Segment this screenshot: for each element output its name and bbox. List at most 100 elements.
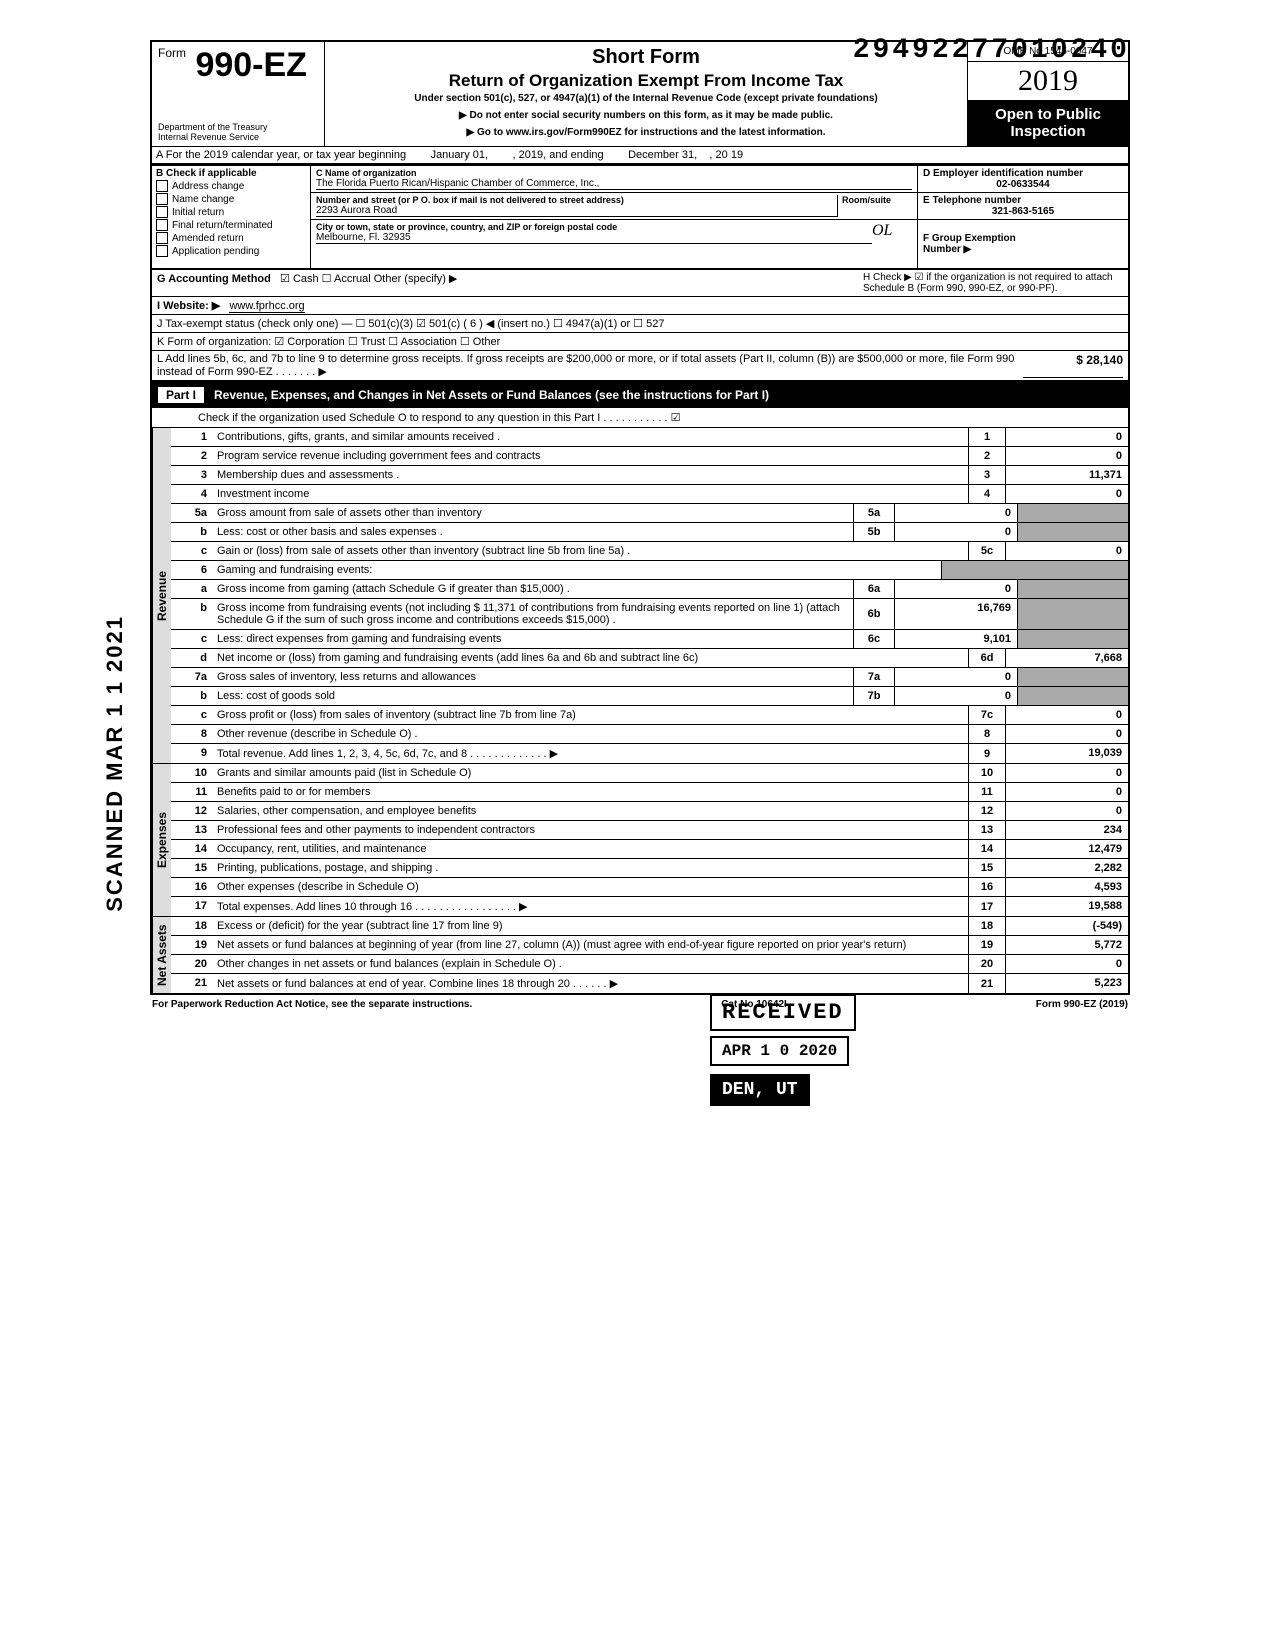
form-line-12: 12Salaries, other compensation, and empl… bbox=[171, 802, 1128, 821]
ein-value: 02-0633544 bbox=[923, 179, 1123, 190]
chk-address-change[interactable] bbox=[156, 180, 168, 192]
expenses-vlabel: Expenses bbox=[152, 764, 171, 916]
form-line-3: 3Membership dues and assessments .311,37… bbox=[171, 466, 1128, 485]
period-label: A For the 2019 calendar year, or tax yea… bbox=[156, 149, 406, 161]
form-line-1: 1Contributions, gifts, grants, and simil… bbox=[171, 428, 1128, 447]
k-form-org: K Form of organization: ☑ Corporation ☐ … bbox=[157, 335, 1123, 348]
lbl-name-change: Name change bbox=[172, 194, 234, 205]
form-line-6: 6Gaming and fundraising events: bbox=[171, 561, 1128, 580]
l-amount: $ 28,140 bbox=[1023, 353, 1123, 378]
form-line-b: bLess: cost or other basis and sales exp… bbox=[171, 523, 1128, 542]
form-line-17: 17Total expenses. Add lines 10 through 1… bbox=[171, 897, 1128, 916]
form-line-10: 10Grants and similar amounts paid (list … bbox=[171, 764, 1128, 783]
check-schedule-o: Check if the organization used Schedule … bbox=[194, 408, 1128, 427]
form-line-b: bGross income from fundraising events (n… bbox=[171, 599, 1128, 630]
form-line-16: 16Other expenses (describe in Schedule O… bbox=[171, 878, 1128, 897]
chk-final-return[interactable] bbox=[156, 219, 168, 231]
form-line-13: 13Professional fees and other payments t… bbox=[171, 821, 1128, 840]
part1-num: Part I bbox=[158, 387, 204, 403]
form-line-21: 21Net assets or fund balances at end of … bbox=[171, 974, 1128, 993]
form-line-c: cGain or (loss) from sale of assets othe… bbox=[171, 542, 1128, 561]
col-d-ein: D Employer identification number 02-0633… bbox=[918, 166, 1128, 268]
g-label: G Accounting Method bbox=[157, 273, 271, 285]
main-title: Return of Organization Exempt From Incom… bbox=[331, 71, 961, 91]
form-line-7a: 7aGross sales of inventory, less returns… bbox=[171, 668, 1128, 687]
stamps: RECEIVED APR 1 0 2020 DEN, UT bbox=[150, 994, 1130, 1064]
part1-title: Revenue, Expenses, and Changes in Net As… bbox=[214, 388, 769, 402]
ol-mark: OL bbox=[872, 222, 912, 244]
org-name: The Florida Puerto Rican/Hispanic Chambe… bbox=[316, 178, 912, 190]
city-label: City or town, state or province, country… bbox=[316, 222, 872, 232]
org-city: Melbourne, Fl. 32935 bbox=[316, 232, 872, 244]
form-line-c: cGross profit or (loss) from sales of in… bbox=[171, 706, 1128, 725]
chk-initial-return[interactable] bbox=[156, 206, 168, 218]
revenue-vlabel: Revenue bbox=[152, 428, 171, 763]
received-stamp: RECEIVED bbox=[710, 994, 856, 1031]
chk-amended[interactable] bbox=[156, 232, 168, 244]
chk-name-change[interactable] bbox=[156, 193, 168, 205]
form-line-b: bLess: cost of goods sold7b0 bbox=[171, 687, 1128, 706]
phone-label: E Telephone number bbox=[923, 195, 1123, 206]
form-line-9: 9Total revenue. Add lines 1, 2, 3, 4, 5c… bbox=[171, 744, 1128, 763]
room-label: Room/suite bbox=[842, 195, 912, 205]
org-addr: 2293 Aurora Road bbox=[316, 205, 837, 217]
col-b-checkboxes: B Check if applicable Address change Nam… bbox=[152, 166, 311, 268]
form-line-14: 14Occupancy, rent, utilities, and mainte… bbox=[171, 840, 1128, 859]
h-schedule-b: H Check ▶ ☑ if the organization is not r… bbox=[855, 272, 1123, 294]
form-line-d: dNet income or (loss) from gaming and fu… bbox=[171, 649, 1128, 668]
subtitle: Under section 501(c), 527, or 4947(a)(1)… bbox=[331, 93, 961, 104]
lbl-final-return: Final return/terminated bbox=[172, 220, 273, 231]
form-number-box: Form 990-EZ Department of the Treasury I… bbox=[152, 42, 325, 146]
group-label: F Group Exemption Number ▶ bbox=[923, 233, 1123, 255]
form-line-4: 4Investment income40 bbox=[171, 485, 1128, 504]
form-number: 990-EZ bbox=[195, 46, 307, 84]
part1-header: Part I Revenue, Expenses, and Changes in… bbox=[150, 382, 1130, 408]
form-line-2: 2Program service revenue including gover… bbox=[171, 447, 1128, 466]
note-ssn: ▶ Do not enter social security numbers o… bbox=[331, 110, 961, 121]
form-line-8: 8Other revenue (describe in Schedule O) … bbox=[171, 725, 1128, 744]
form-line-11: 11Benefits paid to or for members110 bbox=[171, 783, 1128, 802]
part1-body: Check if the organization used Schedule … bbox=[150, 408, 1130, 995]
lbl-app-pending: Application pending bbox=[172, 246, 259, 257]
calendar-year-row: A For the 2019 calendar year, or tax yea… bbox=[152, 147, 1128, 164]
period-end-month: December 31, bbox=[628, 149, 697, 161]
form-line-a: aGross income from gaming (attach Schedu… bbox=[171, 580, 1128, 599]
form-line-5a: 5aGross amount from sale of assets other… bbox=[171, 504, 1128, 523]
l-gross-receipts: L Add lines 5b, 6c, and 7b to line 9 to … bbox=[157, 353, 1023, 378]
form-line-15: 15Printing, publications, postage, and s… bbox=[171, 859, 1128, 878]
chk-app-pending[interactable] bbox=[156, 245, 168, 257]
form-990ez-page: 29492277010240 SCANNED MAR 1 1 2021 Form… bbox=[150, 40, 1130, 1064]
period-end-year: , 20 19 bbox=[709, 149, 743, 161]
lbl-initial-return: Initial return bbox=[172, 207, 224, 218]
netassets-vlabel: Net Assets bbox=[152, 917, 171, 993]
open-to-public: Open to Public Inspection bbox=[968, 101, 1128, 146]
col-b-header: B Check if applicable bbox=[156, 168, 306, 179]
website-value: www.fprhcc.org bbox=[229, 300, 304, 313]
form-line-c: cLess: direct expenses from gaming and f… bbox=[171, 630, 1128, 649]
form-prefix: Form bbox=[158, 46, 186, 60]
period-start: January 01, bbox=[431, 149, 488, 161]
j-tax-exempt: J Tax-exempt status (check only one) — ☐… bbox=[157, 317, 1123, 330]
form-line-18: 18Excess or (deficit) for the year (subt… bbox=[171, 917, 1128, 936]
tax-year: 2019 bbox=[968, 62, 1128, 101]
form-line-19: 19Net assets or fund balances at beginni… bbox=[171, 936, 1128, 955]
addr-label: Number and street (or P O. box if mail i… bbox=[316, 195, 837, 205]
org-info-section: B Check if applicable Address change Nam… bbox=[150, 166, 1130, 270]
date-stamp: APR 1 0 2020 bbox=[710, 1036, 849, 1066]
period-mid: , 2019, and ending bbox=[513, 149, 604, 161]
col-c-org: C Name of organization The Florida Puert… bbox=[311, 166, 918, 268]
lbl-address-change: Address change bbox=[172, 181, 244, 192]
lbl-amended: Amended return bbox=[172, 233, 244, 244]
i-label: I Website: ▶ bbox=[157, 300, 220, 312]
document-id: 29492277010240 bbox=[853, 35, 1130, 66]
g-options: ☑ Cash ☐ Accrual Other (specify) ▶ bbox=[280, 273, 457, 285]
meta-section: G Accounting Method ☑ Cash ☐ Accrual Oth… bbox=[150, 270, 1130, 382]
scan-stamp-side: SCANNED MAR 1 1 2021 bbox=[102, 615, 128, 912]
phone-value: 321-863-5165 bbox=[923, 206, 1123, 217]
form-line-20: 20Other changes in net assets or fund ba… bbox=[171, 955, 1128, 974]
name-label: C Name of organization bbox=[316, 168, 912, 178]
ein-label: D Employer identification number bbox=[923, 168, 1123, 179]
den-stamp: DEN, UT bbox=[710, 1074, 810, 1106]
dept-treasury: Department of the Treasury Internal Reve… bbox=[158, 122, 318, 142]
note-url: ▶ Go to www.irs.gov/Form990EZ for instru… bbox=[331, 127, 961, 138]
